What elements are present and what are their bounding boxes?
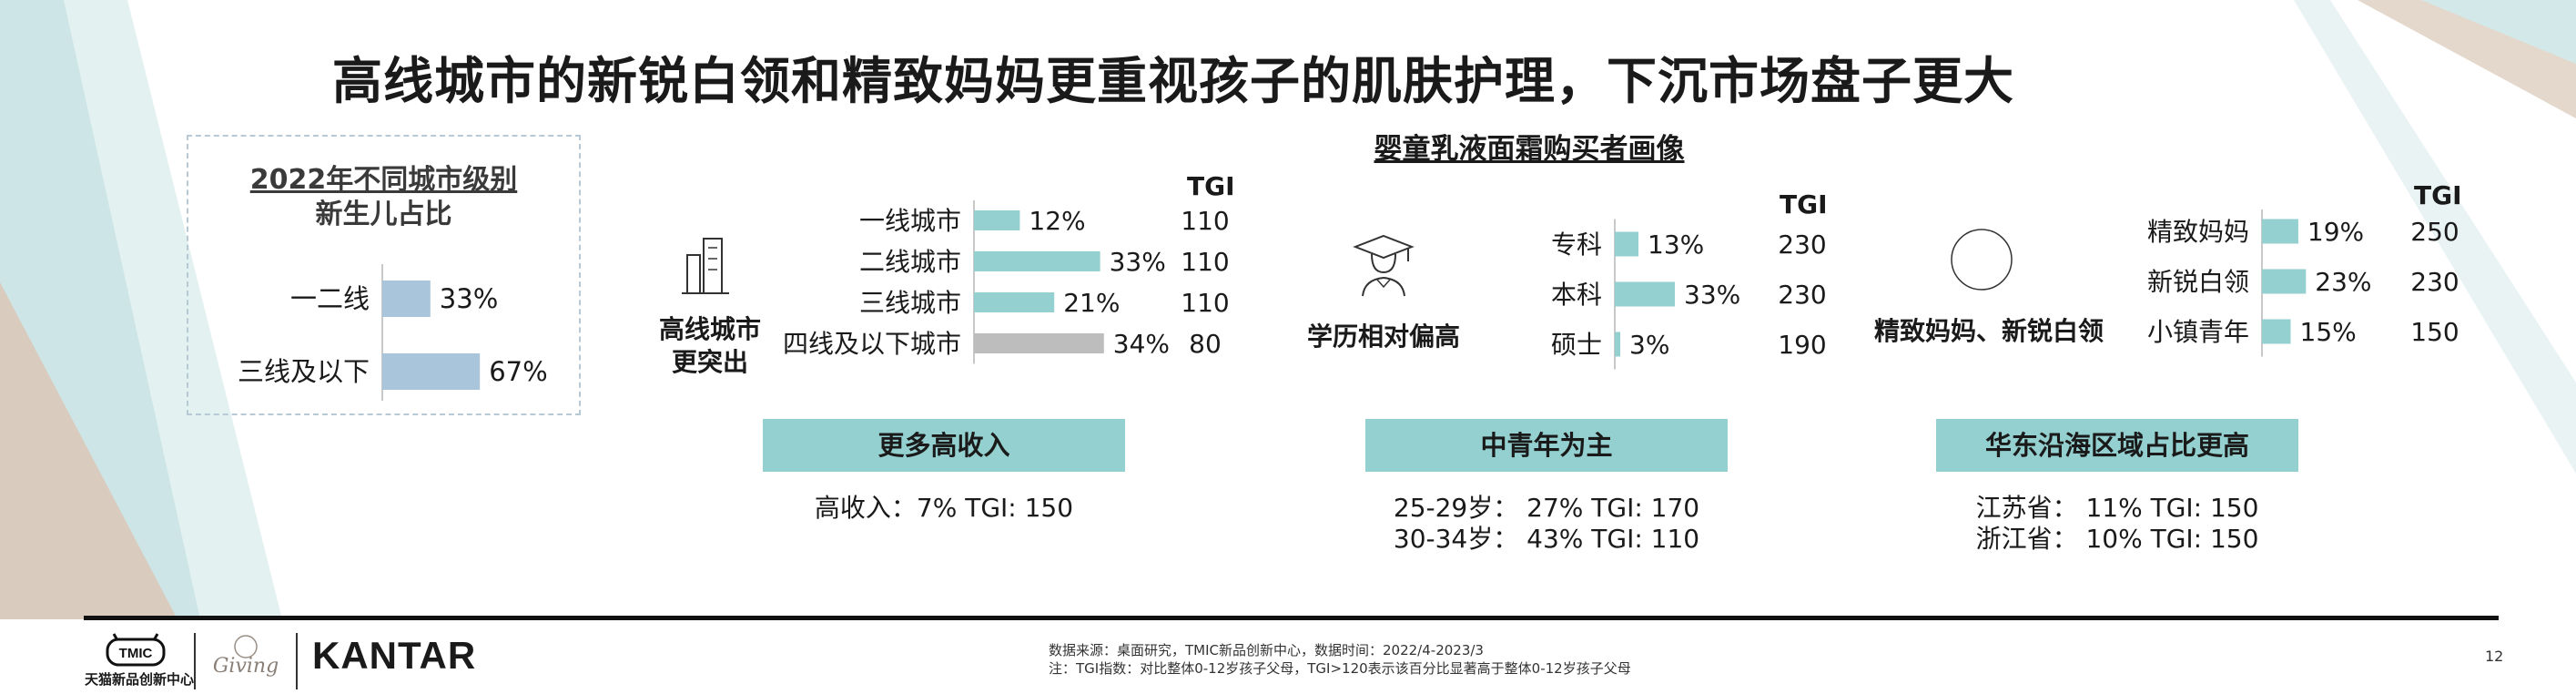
band-young-adults: 中青年为主	[1365, 419, 1728, 472]
persona-chart-category-label: 小镇青年	[2147, 317, 2249, 347]
age-note-2: 30-34岁： 43% TGI: 110	[1393, 524, 1700, 554]
persona-chart-category-label: 新锐白领	[2147, 267, 2249, 297]
education-chart-tgi-value: 230	[1778, 280, 1826, 310]
education-chart-tgi-value: 190	[1778, 330, 1826, 360]
education-tgi-header: TGI	[1780, 189, 1828, 219]
persona-chart-value-label: 19%	[2307, 217, 2364, 247]
newborn-chart-title-line2: 新生儿占比	[315, 199, 452, 230]
city-tier-chart-value-label: 33%	[1110, 247, 1166, 277]
city-tier-chart-tgi-value: 80	[1189, 329, 1222, 359]
footer-note: 注：TGI指数：对比整体0-12岁孩子父母，TGI>120表示该百分比显著高于整…	[1049, 660, 1631, 677]
education-chart-value-label: 13%	[1648, 230, 1704, 260]
city-tier-chart-value-label: 34%	[1113, 329, 1170, 359]
city-tier-chart-bar	[974, 333, 1104, 353]
education-chart-category-label: 本科	[1551, 280, 1602, 310]
page-number: 12	[2485, 648, 2504, 665]
persona-caption: 精致妈妈、新锐白领	[1873, 316, 2104, 346]
region-note-1: 江苏省： 11% TGI: 150	[1975, 493, 2259, 523]
education-chart-category-label: 专科	[1551, 230, 1602, 260]
newborn-share-chart-bar	[382, 353, 481, 390]
persona-chart-value-label: 23%	[2315, 267, 2371, 297]
portrait-title: 婴童乳液面霜购买者画像	[1374, 133, 1685, 166]
education-chart-value-label: 3%	[1629, 330, 1669, 360]
city-tier-chart-tgi-value: 110	[1181, 247, 1229, 277]
education-chart-tgi-value: 230	[1778, 230, 1826, 260]
logo-separator-2	[296, 633, 298, 689]
persona-chart-bar	[2262, 319, 2291, 344]
city-caption-line2: 更突出	[671, 347, 748, 377]
tmic-logo-text: TMIC	[119, 646, 153, 661]
footer-source: 数据来源：桌面研究，TMIC新品创新中心，数据时间：2022/4-2023/3	[1049, 642, 1484, 658]
education-chart: 专科 13% 230 本科 33% 230 硕士 3% 190	[1551, 219, 1827, 370]
band-east-coast: 华东沿海区域占比更高	[1936, 419, 2298, 472]
page-title: 高线城市的新锐白领和精致妈妈更重视孩子的肌肤护理，下沉市场盘子更大	[332, 52, 2015, 110]
city-tier-chart-category-label: 三线城市	[859, 288, 961, 318]
newborn-share-chart-value-label: 67%	[489, 356, 547, 387]
persona-chart-value-label: 15%	[2300, 317, 2357, 347]
city-tier-chart-bar	[974, 251, 1100, 271]
circle-icon	[1951, 229, 2013, 291]
persona-chart-tgi-value: 250	[2410, 217, 2459, 247]
newborn-share-chart-category-label: 三线及以下	[238, 356, 370, 387]
city-tier-chart-value-label: 12%	[1029, 206, 1085, 236]
age-note-1: 25-29岁： 27% TGI: 170	[1393, 493, 1700, 523]
newborn-share-chart-category-label: 一二线	[290, 283, 370, 314]
persona-chart-tgi-value: 230	[2410, 267, 2459, 297]
education-chart-value-label: 33%	[1684, 280, 1740, 310]
newborn-share-chart-value-label: 33%	[440, 283, 498, 314]
newborn-chart-title-line1: 2022年不同城市级别	[249, 164, 518, 196]
newborn-share-panel	[187, 135, 581, 415]
region-note-2: 浙江省： 10% TGI: 150	[1975, 524, 2259, 554]
education-chart-bar	[1615, 332, 1620, 357]
city-tier-chart-category-label: 二线城市	[859, 247, 961, 277]
giving-logo: Giving	[213, 635, 279, 678]
city-tier-chart-value-label: 21%	[1063, 288, 1120, 318]
footer-divider	[84, 616, 2499, 620]
city-tier-chart-category-label: 一线城市	[859, 206, 961, 236]
persona-chart-bar	[2262, 219, 2298, 244]
city-tier-chart-tgi-value: 110	[1181, 206, 1229, 236]
newborn-share-chart: 一二线 33% 三线及以下 67%	[238, 264, 548, 401]
giving-logo-text: Giving	[213, 655, 279, 678]
education-chart-bar	[1615, 281, 1675, 307]
persona-chart-tgi-value: 150	[2410, 317, 2459, 347]
city-tier-chart-bar	[974, 292, 1055, 312]
city-buildings-icon	[682, 238, 729, 294]
band-high-income: 更多高收入	[763, 419, 1125, 472]
tmic-logo-caption: 天猫新品创新中心	[85, 671, 195, 688]
education-caption: 学历相对偏高	[1306, 321, 1460, 352]
logo-separator-1	[194, 633, 196, 689]
city-tier-chart: 一线城市 12% 110 二线城市 33% 110 三线城市 21% 110 四线及以下城市 34%…	[783, 200, 1229, 364]
persona-tgi-header: TGI	[2414, 180, 2462, 210]
city-tgi-header: TGI	[1187, 171, 1235, 201]
persona-chart: 精致妈妈 19% 250 新锐白领 23% 230 小镇青年 15% 150	[2147, 209, 2459, 357]
persona-chart-bar	[2262, 269, 2307, 294]
city-tier-chart-category-label: 四线及以下城市	[783, 329, 961, 359]
persona-chart-category-label: 精致妈妈	[2147, 217, 2249, 247]
kantar-logo: KANTAR	[312, 634, 477, 677]
income-note: 高收入：7% TGI: 150	[814, 493, 1074, 523]
tmic-logo: TMIC	[106, 633, 166, 667]
city-tier-chart-bar	[974, 210, 1020, 230]
education-chart-bar	[1615, 231, 1638, 257]
city-tier-chart-tgi-value: 110	[1181, 288, 1229, 318]
city-caption-line1: 高线城市	[658, 314, 761, 344]
newborn-share-chart-bar	[382, 281, 431, 317]
education-chart-category-label: 硕士	[1551, 330, 1602, 360]
graduate-icon	[1353, 234, 1415, 297]
